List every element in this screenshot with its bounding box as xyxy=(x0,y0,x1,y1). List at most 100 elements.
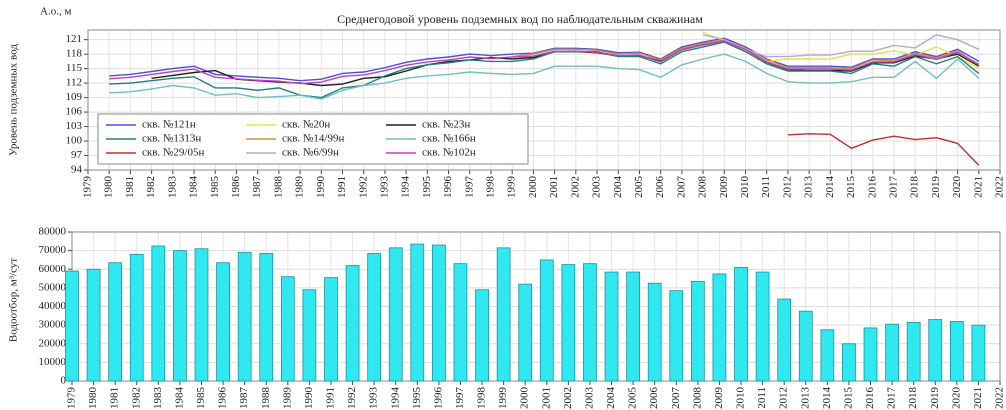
bar xyxy=(216,262,230,382)
x-tick-label: 2009 xyxy=(718,176,730,199)
legend-label: скв. №166н xyxy=(422,133,476,145)
data-line xyxy=(109,41,980,99)
legend-label: скв. №102н xyxy=(422,147,476,159)
bar xyxy=(324,277,338,382)
y-tick-label: 109 xyxy=(66,91,83,103)
bar xyxy=(863,327,878,382)
legend-label: скв. №20н xyxy=(282,119,330,131)
x-tick-label: 2004 xyxy=(612,176,624,199)
bar xyxy=(842,343,856,382)
x-tick-label: 2016 xyxy=(864,387,876,410)
bar xyxy=(108,262,123,382)
x-tick-label: 2022 xyxy=(994,387,1006,409)
bar xyxy=(626,271,640,382)
y-tick-label: 94 xyxy=(71,164,83,176)
y-tick-label: 100 xyxy=(66,135,83,147)
x-tick-label: 2013 xyxy=(799,387,811,410)
bar xyxy=(280,276,295,382)
x-tick-label: 1985 xyxy=(209,176,221,199)
bar xyxy=(949,320,964,382)
x-tick-label: 2017 xyxy=(887,176,899,199)
x-tick-label: 2019 xyxy=(930,176,942,199)
x-tick-label: 2018 xyxy=(907,387,919,410)
bar xyxy=(151,245,166,382)
x-tick-label: 2012 xyxy=(778,387,790,409)
x-tick-label: 1987 xyxy=(251,176,263,199)
x-tick-label: 2008 xyxy=(697,176,709,199)
bar xyxy=(432,244,446,382)
bar xyxy=(820,329,835,382)
x-tick-label: 1999 xyxy=(497,387,509,410)
x-tick-label: 1994 xyxy=(389,387,401,410)
bar xyxy=(259,253,274,382)
x-tick-label: 2020 xyxy=(950,387,962,410)
legend-label: скв. №23н xyxy=(422,119,470,131)
x-tick-label: 1979 xyxy=(66,387,78,410)
x-tick-label: 2011 xyxy=(756,387,768,409)
x-tick-label: 2015 xyxy=(845,176,857,199)
y-tick-label: 60000 xyxy=(39,263,67,275)
x-tick-label: 1986 xyxy=(230,176,242,199)
x-tick-label: 2014 xyxy=(824,176,836,199)
bar xyxy=(777,298,792,382)
x-tick-label: 1996 xyxy=(432,387,444,410)
bar xyxy=(345,265,360,382)
bar xyxy=(928,319,943,382)
bar xyxy=(712,273,727,382)
x-tick-label: 2013 xyxy=(803,176,815,199)
x-tick-label: 2001 xyxy=(548,176,560,198)
x-tick-label: 1993 xyxy=(378,176,390,199)
x-tick-label: 1980 xyxy=(87,387,99,410)
y-tick-label: 40000 xyxy=(39,300,67,312)
bar xyxy=(388,247,403,382)
x-tick-label: 2010 xyxy=(739,176,751,199)
x-tick-label: 2002 xyxy=(562,387,574,409)
bar xyxy=(755,271,770,382)
y-axis-label: Водоотбор, м³/сут xyxy=(8,258,20,342)
bar xyxy=(604,271,619,382)
x-tick-label: 1984 xyxy=(188,176,200,199)
bar xyxy=(367,253,382,382)
x-tick-label: 2000 xyxy=(519,387,531,410)
x-tick-label: 2001 xyxy=(540,387,552,409)
x-tick-label: 1992 xyxy=(357,176,369,198)
unit-annotation: А.о., м xyxy=(40,6,71,18)
x-tick-label: 2021 xyxy=(972,176,984,198)
x-tick-label: 2006 xyxy=(648,387,660,410)
y-tick-label: 106 xyxy=(66,106,83,118)
x-tick-label: 2005 xyxy=(627,387,639,410)
bar xyxy=(583,263,597,382)
bar xyxy=(798,310,813,382)
legend-label: скв. №121н xyxy=(142,119,196,131)
y-tick-label: 80000 xyxy=(39,226,67,238)
x-tick-label: 2007 xyxy=(670,387,682,410)
x-tick-label: 1985 xyxy=(195,387,207,410)
bar xyxy=(410,243,425,382)
legend-label: скв. №1313н xyxy=(142,133,201,145)
x-tick-label: 2009 xyxy=(713,387,725,410)
x-tick-label: 2014 xyxy=(821,387,833,410)
bar xyxy=(518,283,533,382)
bar xyxy=(669,290,684,382)
x-tick-label: 1987 xyxy=(238,387,250,410)
x-tick-label: 1997 xyxy=(454,387,466,410)
y-tick-label: 30000 xyxy=(39,319,67,331)
x-tick-label: 1983 xyxy=(166,176,178,199)
x-tick-label: 1997 xyxy=(463,176,475,199)
x-tick-label: 1991 xyxy=(325,387,337,409)
x-tick-label: 1990 xyxy=(315,176,327,199)
chart-title: Среднегодовой уровень подземных вод по н… xyxy=(337,12,703,26)
x-tick-label: 2003 xyxy=(591,176,603,199)
x-tick-label: 2007 xyxy=(675,176,687,199)
bar xyxy=(475,289,489,382)
x-tick-label: 2003 xyxy=(583,387,595,410)
x-tick-label: 1989 xyxy=(281,387,293,410)
plot-frame xyxy=(87,29,1001,171)
y-tick-label: 97 xyxy=(71,149,83,161)
bar xyxy=(539,259,554,382)
y-tick-label: 115 xyxy=(66,62,83,74)
x-tick-label: 1998 xyxy=(476,387,488,410)
x-tick-label: 2000 xyxy=(527,176,539,199)
y-tick-label: 118 xyxy=(66,48,83,60)
data-line xyxy=(109,40,980,85)
